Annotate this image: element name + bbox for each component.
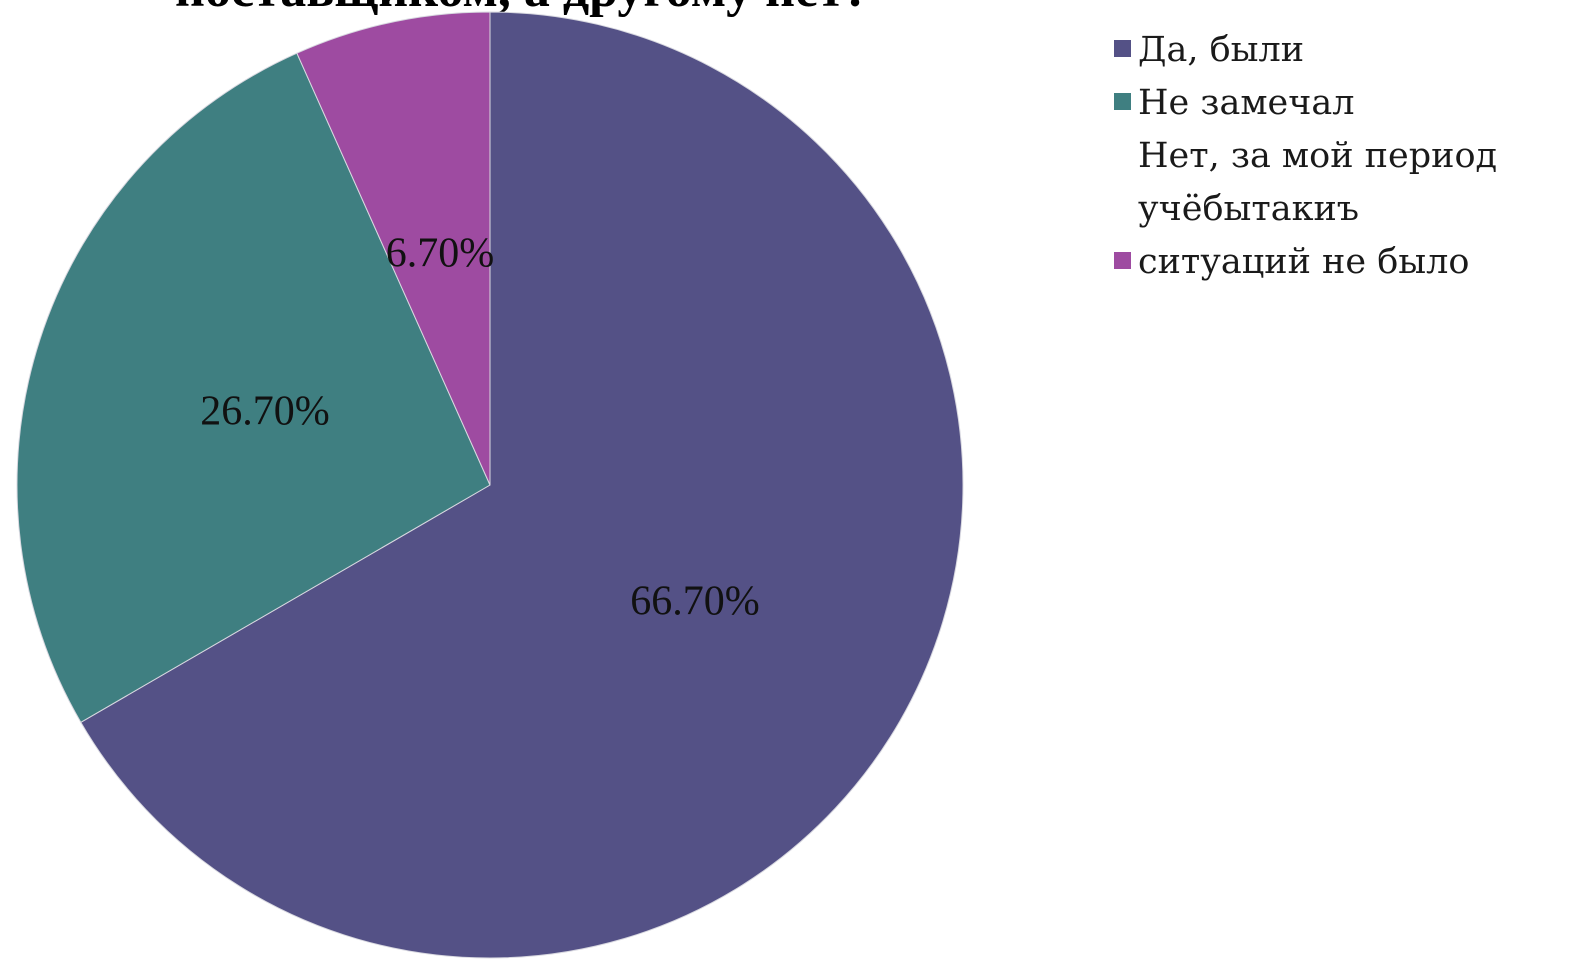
pie-slice-da-byli (80, 11, 964, 959)
legend-swatch-ne-zamechal (1114, 93, 1131, 110)
legend-item-net: Нет, за мой период учёбытакиъ ситуаций н… (1112, 130, 1595, 289)
pie-chart: 66.70% 26.70% 6.70% (16, 11, 964, 959)
legend-swatch-da-byli (1114, 40, 1131, 57)
data-label-net: 6.70% (386, 231, 495, 277)
data-label-ne-zamechal: 26.70% (200, 389, 330, 435)
pie-slice-net (296, 11, 491, 486)
legend-item-da-byli: Да, были (1112, 24, 1595, 77)
legend-label-da-byli: Да, были (1138, 30, 1305, 70)
data-label-da-byli: 66.70% (630, 579, 760, 625)
legend-label-net: Нет, за мой период учёбытакиъ ситуаций н… (1138, 136, 1498, 282)
legend-item-ne-zamechal: Не замечал (1112, 77, 1595, 130)
legend: Да, были Не замечал Нет, за мой период у… (1112, 24, 1595, 289)
pie-slice-ne-zamechal (16, 52, 491, 724)
chart-title: поставщиком, а другому нет? (175, 0, 870, 16)
legend-label-ne-zamechal: Не замечал (1138, 83, 1355, 123)
legend-swatch-net (1114, 252, 1131, 269)
